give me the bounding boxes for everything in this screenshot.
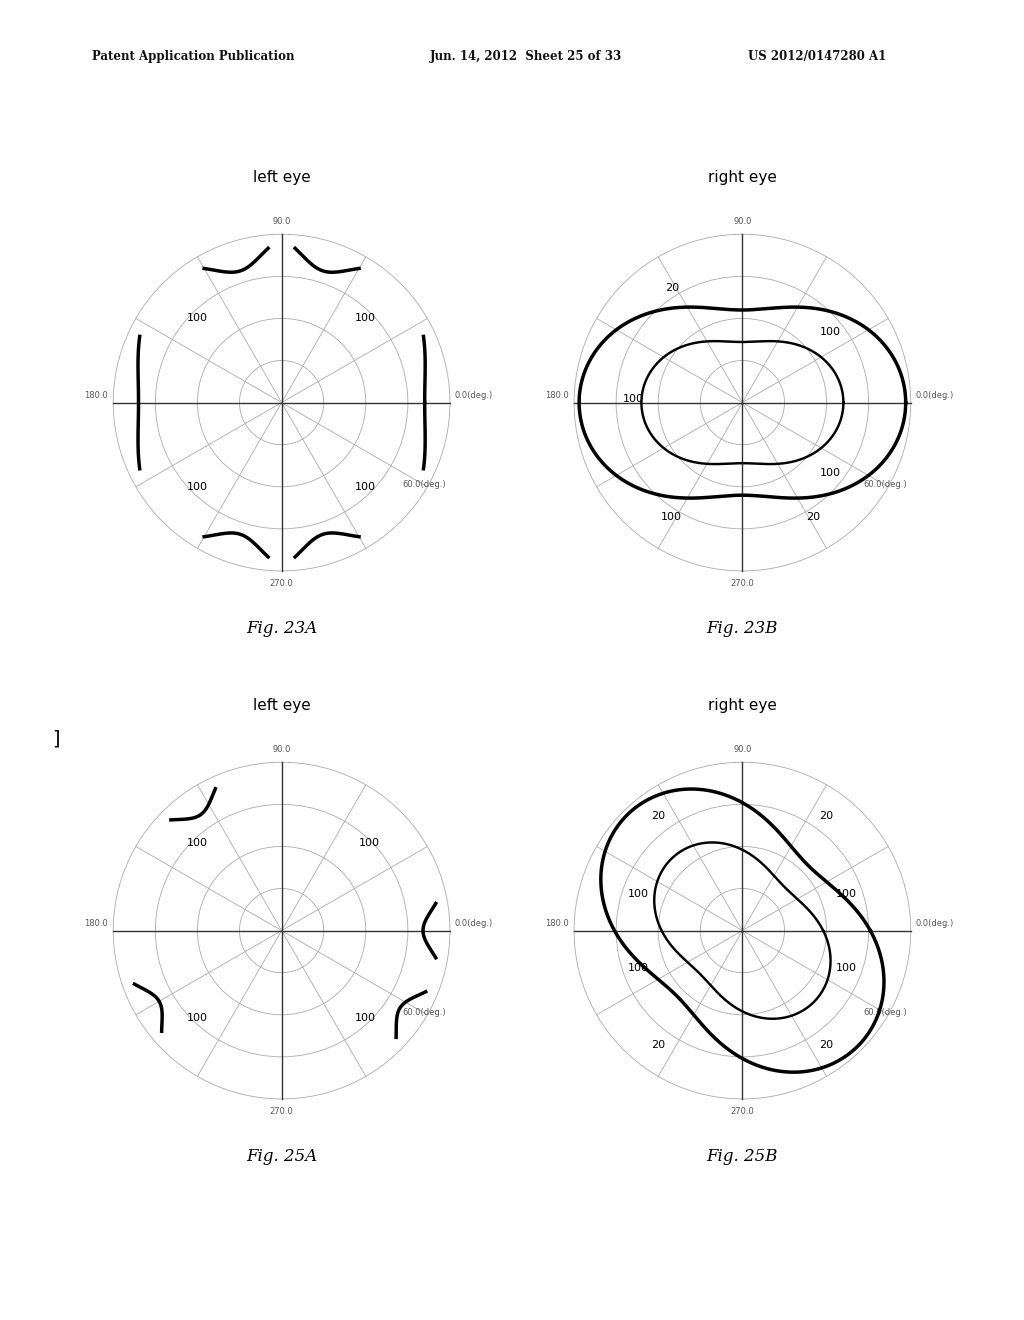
Text: 0.0(deg.): 0.0(deg.) bbox=[915, 919, 954, 928]
Text: 60.0(deg.): 60.0(deg.) bbox=[402, 1008, 446, 1016]
Text: Jun. 14, 2012  Sheet 25 of 33: Jun. 14, 2012 Sheet 25 of 33 bbox=[430, 50, 623, 63]
Text: 60.0(deg.): 60.0(deg.) bbox=[863, 480, 907, 488]
Text: 180.0: 180.0 bbox=[84, 391, 109, 400]
Text: 270.0: 270.0 bbox=[730, 1107, 755, 1117]
Text: 180.0: 180.0 bbox=[545, 919, 569, 928]
Text: 90.0: 90.0 bbox=[272, 216, 291, 226]
Text: 270.0: 270.0 bbox=[269, 1107, 294, 1117]
Text: 90.0: 90.0 bbox=[733, 216, 752, 226]
Text: 100: 100 bbox=[623, 395, 643, 404]
Text: 100: 100 bbox=[819, 469, 841, 478]
Text: left eye: left eye bbox=[253, 698, 310, 713]
Text: right eye: right eye bbox=[708, 170, 777, 185]
Text: Fig. 25A: Fig. 25A bbox=[246, 1148, 317, 1166]
Text: 100: 100 bbox=[355, 482, 376, 492]
Text: US 2012/0147280 A1: US 2012/0147280 A1 bbox=[748, 50, 886, 63]
Text: 0.0(deg.): 0.0(deg.) bbox=[915, 391, 954, 400]
Text: 60.0(deg.): 60.0(deg.) bbox=[402, 480, 446, 488]
Text: 20: 20 bbox=[651, 1040, 666, 1051]
Text: Fig. 25B: Fig. 25B bbox=[707, 1148, 778, 1166]
Text: 0.0(deg.): 0.0(deg.) bbox=[455, 391, 494, 400]
Text: 270.0: 270.0 bbox=[730, 579, 755, 589]
Text: 60.0(deg.): 60.0(deg.) bbox=[863, 1008, 907, 1016]
Text: Fig. 23B: Fig. 23B bbox=[707, 620, 778, 638]
Text: 100: 100 bbox=[837, 888, 857, 899]
Text: 90.0: 90.0 bbox=[272, 744, 291, 754]
Text: 100: 100 bbox=[837, 962, 857, 973]
Text: left eye: left eye bbox=[253, 170, 310, 185]
Text: 20: 20 bbox=[651, 810, 666, 821]
Text: 20: 20 bbox=[665, 282, 679, 293]
Text: 90.0: 90.0 bbox=[733, 744, 752, 754]
Text: ]: ] bbox=[52, 730, 60, 748]
Text: 100: 100 bbox=[187, 838, 208, 847]
Text: 270.0: 270.0 bbox=[269, 579, 294, 589]
Text: right eye: right eye bbox=[708, 698, 777, 713]
Text: 100: 100 bbox=[628, 888, 648, 899]
Text: 20: 20 bbox=[819, 1040, 834, 1051]
Text: 20: 20 bbox=[806, 512, 820, 523]
Text: 100: 100 bbox=[187, 482, 208, 492]
Text: 100: 100 bbox=[662, 512, 682, 523]
Text: Patent Application Publication: Patent Application Publication bbox=[92, 50, 295, 63]
Text: 100: 100 bbox=[358, 838, 380, 847]
Text: 100: 100 bbox=[187, 313, 208, 323]
Text: 100: 100 bbox=[187, 1014, 208, 1023]
Text: 100: 100 bbox=[819, 327, 841, 337]
Text: 100: 100 bbox=[355, 1014, 376, 1023]
Text: 180.0: 180.0 bbox=[545, 391, 569, 400]
Text: 100: 100 bbox=[628, 962, 648, 973]
Text: 100: 100 bbox=[355, 313, 376, 323]
Text: 20: 20 bbox=[819, 810, 834, 821]
Text: 0.0(deg.): 0.0(deg.) bbox=[455, 919, 494, 928]
Text: Fig. 23A: Fig. 23A bbox=[246, 620, 317, 638]
Text: 180.0: 180.0 bbox=[84, 919, 109, 928]
